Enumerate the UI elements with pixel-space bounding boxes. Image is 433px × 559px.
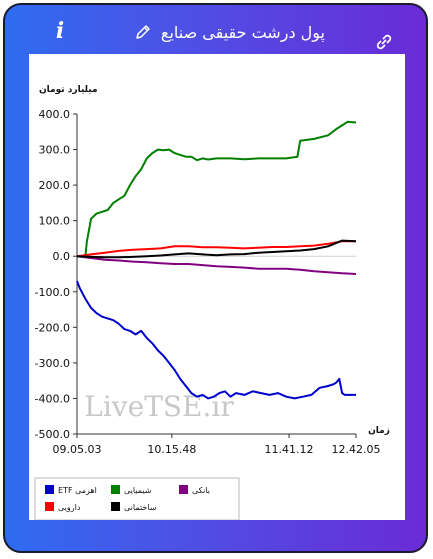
legend-swatch bbox=[111, 502, 120, 511]
y-tick-label: -100.0 bbox=[35, 286, 70, 299]
legend-swatch bbox=[179, 485, 188, 494]
legend-swatch bbox=[45, 502, 54, 511]
y-tick-label: 100.0 bbox=[39, 215, 71, 228]
axes: LiveTSE.ir 400.0 300.0 200.0 100.0 0.0 -100.0 -… bbox=[35, 85, 390, 456]
line-chart: LiveTSE.ir 400.0 300.0 200.0 100.0 0.0 -100.0 -… bbox=[34, 85, 390, 521]
plot-area bbox=[76, 120, 357, 400]
legend-swatch bbox=[111, 485, 120, 494]
x-tick-label: 11.41.12 bbox=[265, 443, 314, 456]
series-line-0 bbox=[76, 280, 356, 400]
link-icon[interactable] bbox=[375, 33, 393, 51]
watermark: LiveTSE.ir bbox=[84, 390, 234, 423]
y-tick-label: -200.0 bbox=[35, 321, 70, 334]
legend-swatch bbox=[45, 485, 54, 494]
y-tick-label: -300.0 bbox=[35, 357, 70, 370]
y-tick-label: 200.0 bbox=[39, 179, 71, 192]
y-axis-label: میلیارد تومان bbox=[39, 85, 98, 95]
legend-label: شیمیایی bbox=[124, 486, 152, 495]
chart-panel: LiveTSE.ir 400.0 300.0 200.0 100.0 0.0 -100.0 -… bbox=[29, 54, 405, 521]
legend-label: ETF اهرمی bbox=[58, 486, 97, 495]
y-tick-label: 400.0 bbox=[39, 108, 71, 121]
series-line-2 bbox=[76, 255, 357, 275]
legend-box bbox=[34, 477, 240, 521]
title-group: پول درشت حقیقی صنایع bbox=[125, 19, 325, 45]
widget-header: i پول درشت حقیقی صنایع bbox=[5, 5, 426, 59]
series-line-3 bbox=[76, 240, 356, 258]
legend-label: ساختمانی bbox=[124, 503, 157, 512]
x-tick-label: 09.05.03 bbox=[53, 443, 102, 456]
x-axis-label: زمان bbox=[368, 426, 390, 436]
series-line-1 bbox=[77, 120, 357, 258]
x-tick-label: 10.15.48 bbox=[147, 443, 196, 456]
y-tick-label: -400.0 bbox=[35, 392, 70, 405]
legend: ETF اهرمی شیمیایی بانکی دارویی ساختمانی bbox=[34, 477, 240, 521]
page-title: پول درشت حقیقی صنایع bbox=[160, 22, 325, 42]
x-tick-label: 12.42.05 bbox=[332, 443, 381, 456]
legend-label: بانکی bbox=[192, 486, 210, 495]
series-line-4 bbox=[76, 239, 357, 259]
info-icon[interactable]: i bbox=[55, 18, 65, 44]
pencil-icon[interactable] bbox=[135, 24, 151, 40]
y-tick-label: -500.0 bbox=[35, 428, 70, 441]
legend-label: دارویی bbox=[58, 503, 81, 512]
y-tick-label: 300.0 bbox=[39, 144, 71, 157]
y-tick-label: 0.0 bbox=[53, 250, 71, 263]
